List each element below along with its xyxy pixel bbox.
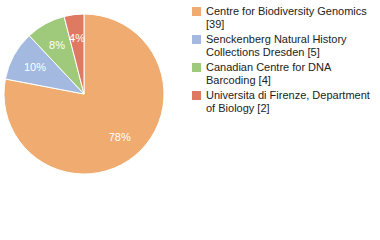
legend-entry: Universita di Firenze, Departmentof Biol… — [206, 89, 370, 114]
legend-line: Canadian Centre for DNA — [206, 61, 332, 73]
legend-entry: Centre for Biodiversity Genomics[39] — [206, 5, 367, 30]
legend-line: Senckenberg Natural History — [206, 33, 347, 45]
chart-container: 78% 10%8% 4% Centre for Biodiversity Genomi… — [0, 0, 380, 240]
legend-line: Barcoding [4] — [206, 74, 271, 86]
legend-swatch — [192, 35, 201, 44]
chart-svg: 78% 10%8% 4% Centre for Biodiversity Genomi… — [0, 0, 380, 240]
legend-line: Universita di Firenze, Department — [206, 89, 370, 101]
pie — [4, 14, 164, 174]
legend-swatch — [192, 91, 201, 100]
legend-line: [39] — [206, 18, 224, 30]
legend-line: Centre for Biodiversity Genomics — [206, 5, 367, 17]
data-label: 4% — [69, 32, 85, 44]
data-labels: 78% 10%8% 4% — [24, 32, 131, 143]
legend-swatch — [192, 63, 201, 72]
legend-line: of Biology [2] — [206, 102, 270, 114]
legend-swatch — [192, 7, 201, 16]
legend: Centre for Biodiversity Genomics[39] Senc… — [192, 5, 370, 114]
data-label: 8% — [49, 39, 65, 51]
legend-entry: Canadian Centre for DNABarcoding [4] — [206, 61, 332, 86]
data-label: 78% — [109, 131, 131, 143]
pie-slice — [64, 14, 84, 94]
legend-line: Collections Dresden [5] — [206, 46, 320, 58]
data-label: 10% — [24, 61, 46, 73]
pie-slice — [4, 14, 164, 174]
legend-entry: Senckenberg Natural HistoryCollections D… — [206, 33, 347, 58]
